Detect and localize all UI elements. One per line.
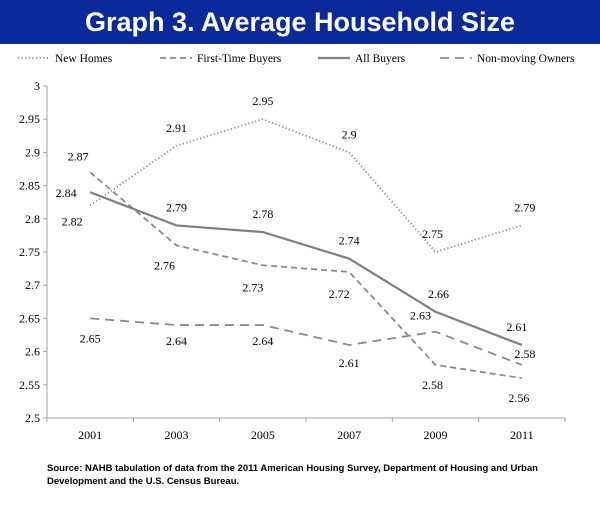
data-label: 2.64 (252, 334, 273, 348)
data-label: 2.82 (62, 215, 83, 229)
legend-label: New Homes (55, 53, 113, 65)
x-tick-label: 2003 (165, 428, 189, 442)
chart-title: Graph 3. Average Household Size (0, 0, 600, 44)
data-label: 2.73 (242, 280, 263, 294)
y-tick-label: 2.7 (25, 278, 40, 292)
data-label: 2.65 (80, 331, 101, 345)
y-tick-label: 2.95 (19, 112, 40, 126)
series-line-0 (89, 118, 523, 254)
data-label: 2.64 (166, 334, 187, 348)
data-label: 2.95 (252, 94, 273, 108)
y-tick-label: 2.8 (25, 212, 40, 226)
data-label: 2.63 (410, 309, 431, 323)
x-tick-label: 2009 (424, 428, 448, 442)
chart-axes: 2.5 2.55 2.6 2.65 2.7 2.75 2.8 2.85 2.9 2.95 3 2001… (19, 79, 566, 442)
x-tick-label: 2011 (510, 428, 534, 442)
data-label: 2.87 (68, 149, 89, 163)
y-tick-label: 2.65 (19, 311, 40, 325)
y-tick-label: 2.9 (25, 145, 40, 159)
line-chart: New Homes First-Time Buyers All Buyers Non-… (18, 53, 575, 442)
data-label: 2.58 (514, 347, 535, 361)
series-line-1 (89, 171, 522, 380)
legend: New Homes First-Time Buyers All Buyers Non-… (18, 53, 575, 65)
data-label: 2.72 (329, 287, 350, 301)
data-label: 2.61 (339, 356, 360, 370)
x-tick-label: 2007 (337, 428, 361, 442)
legend-label: Non-moving Owners (477, 53, 575, 65)
y-tick-label: 2.75 (19, 245, 40, 259)
data-label: 2.84 (56, 186, 77, 200)
chart-series (89, 118, 523, 380)
y-tick-label: 2.85 (19, 179, 40, 193)
data-label: 2.78 (252, 207, 273, 221)
data-label: 2.74 (339, 234, 360, 248)
series-line-3 (90, 317, 523, 366)
x-tick-label: 2005 (251, 428, 275, 442)
data-label: 2.75 (422, 227, 443, 241)
legend-label: First-Time Buyers (197, 53, 282, 65)
legend-label: All Buyers (355, 53, 406, 65)
data-label: 2.56 (508, 391, 529, 405)
data-label: 2.79 (166, 200, 187, 214)
data-label: 2.9 (342, 127, 357, 141)
data-label: 2.79 (514, 200, 535, 214)
source-note: Source: NAHB tabulation of data from the… (47, 463, 538, 487)
y-tick-label: 2.55 (19, 378, 40, 392)
x-tick-label: 2001 (78, 428, 102, 442)
data-label: 2.91 (166, 121, 187, 135)
data-labels: 2.82 2.91 2.95 2.9 2.75 2.79 2.87 2.76 2.73 2.72 2… (56, 94, 536, 405)
y-tick-label: 3 (34, 79, 40, 93)
series-line-2 (89, 191, 523, 346)
data-label: 2.66 (428, 287, 449, 301)
data-label: 2.76 (154, 258, 175, 272)
data-label: 2.58 (422, 378, 443, 392)
data-label: 2.61 (506, 320, 527, 334)
y-tick-label: 2.5 (25, 411, 40, 425)
y-tick-label: 2.6 (25, 345, 40, 359)
